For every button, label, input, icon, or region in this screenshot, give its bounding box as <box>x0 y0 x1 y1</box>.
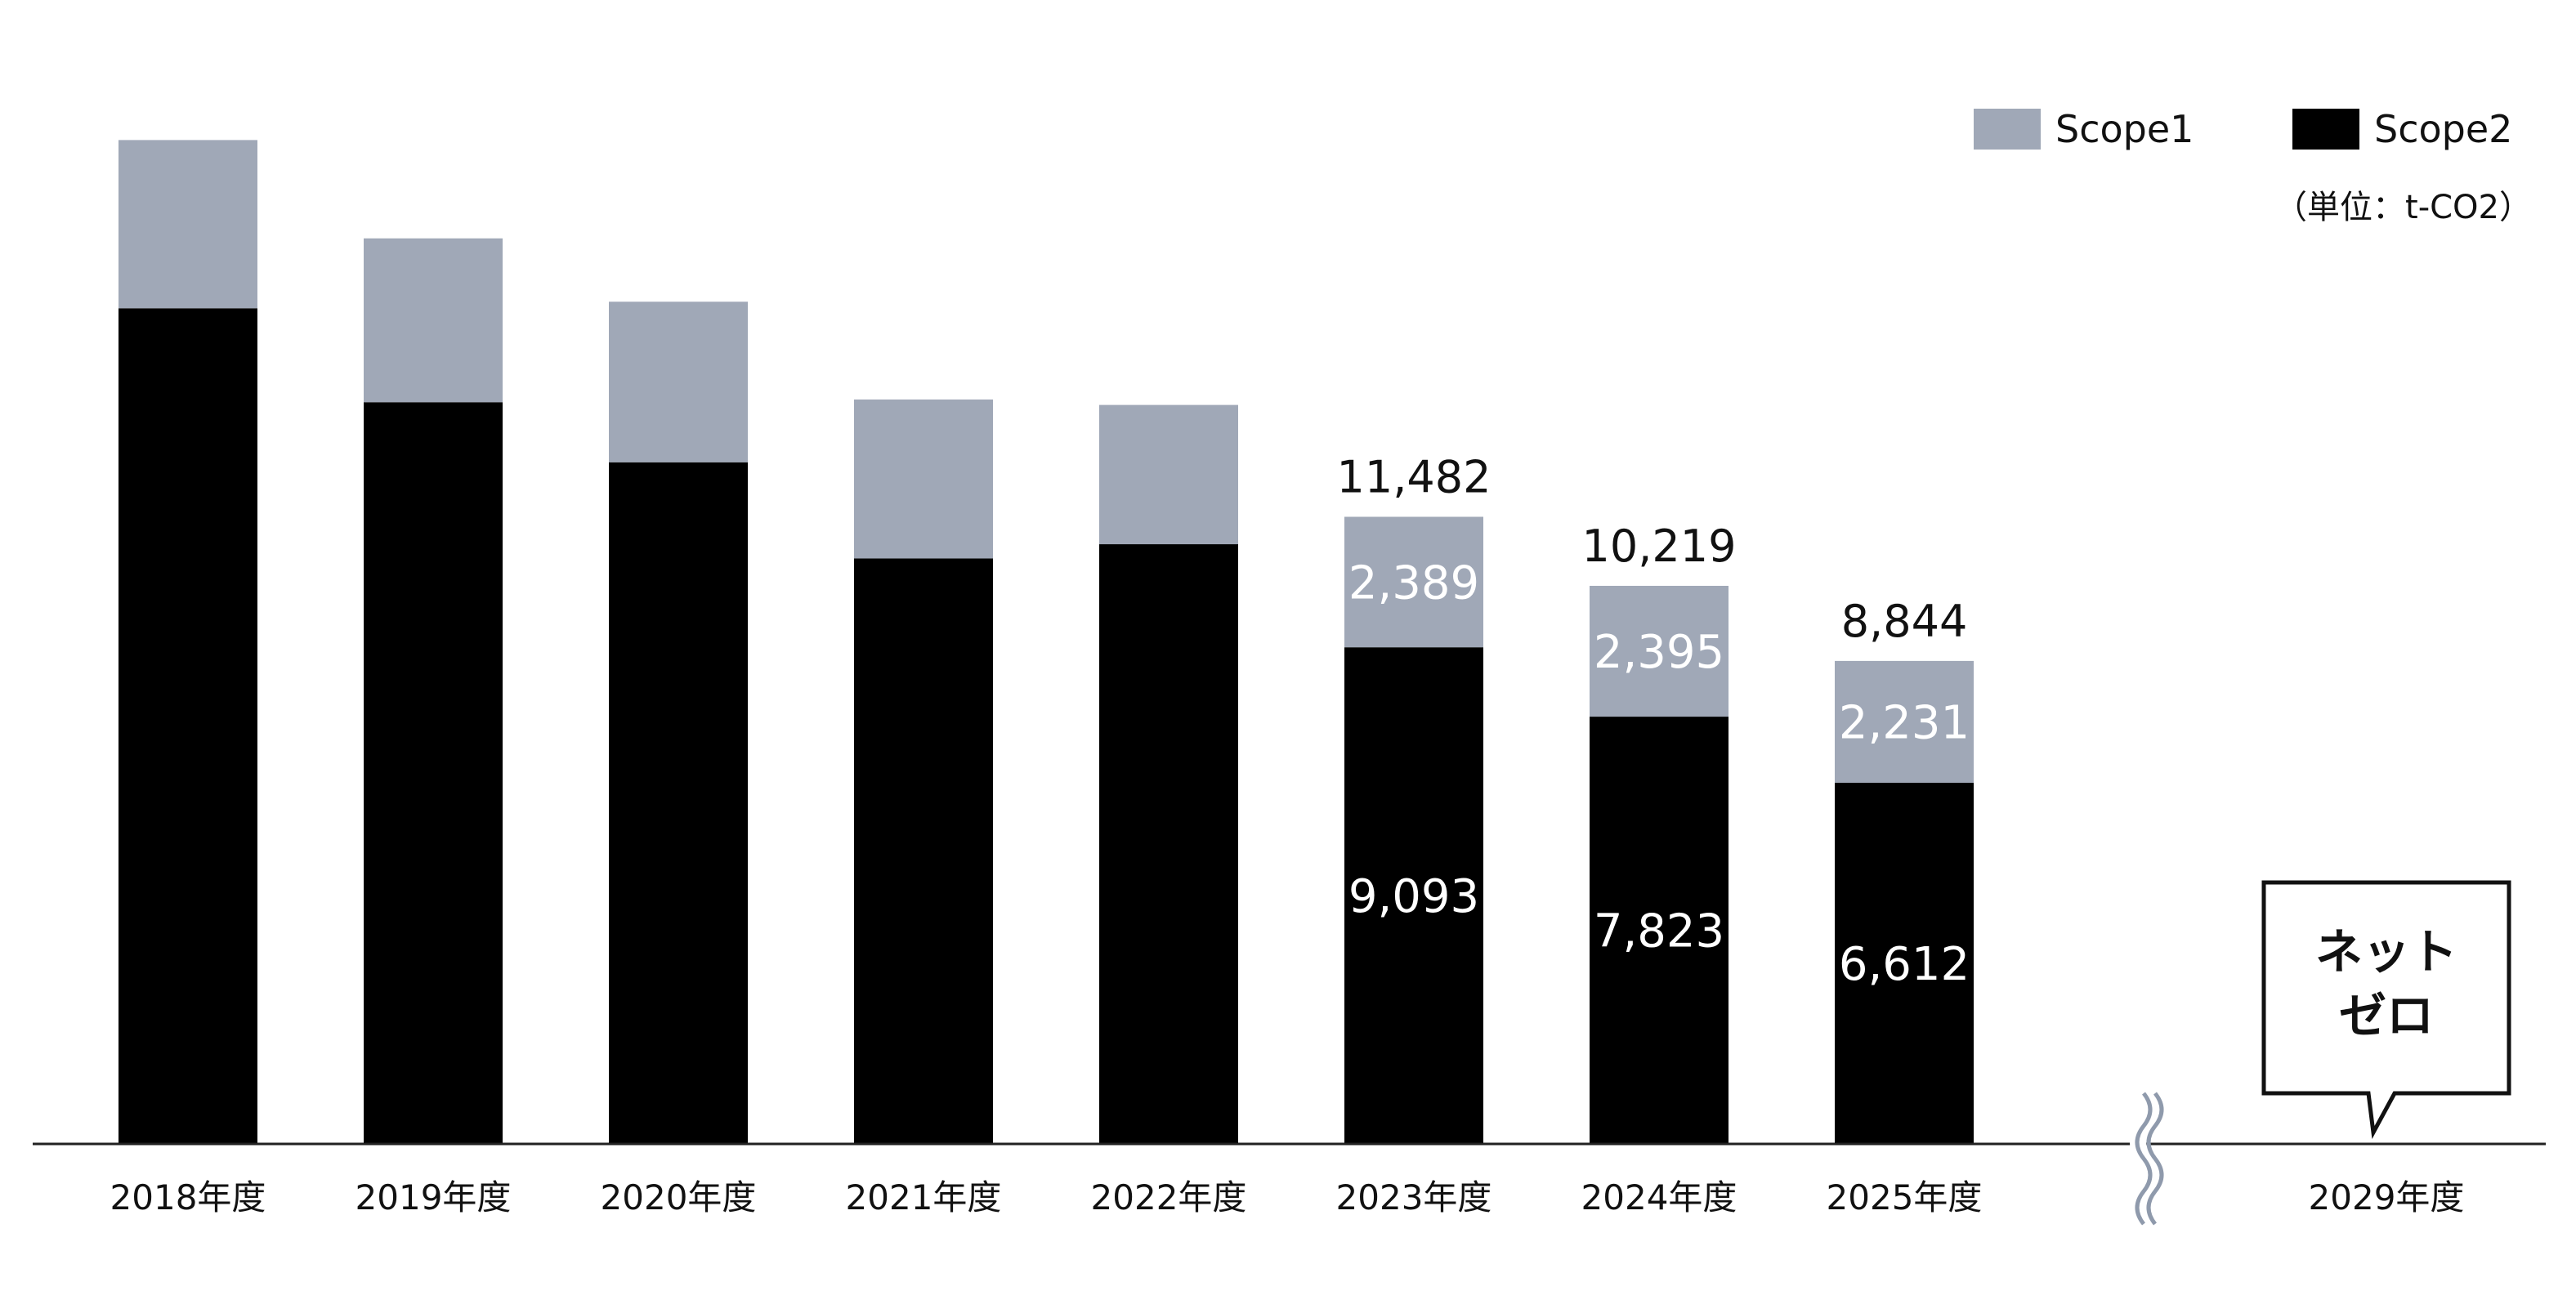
legend-swatch-scope2 <box>2292 109 2359 150</box>
data-label-scope1: 2,389 <box>1348 556 1479 610</box>
bar-scope1 <box>1590 585 1729 717</box>
bars-layer <box>119 140 1974 1145</box>
bar-scope1 <box>364 238 503 403</box>
x-tick-label: 2023年度 <box>1336 1177 1492 1217</box>
data-label-scope1: 2,231 <box>1839 696 1970 749</box>
axis-break-line <box>2146 1092 2164 1226</box>
x-tick-label: 2025年度 <box>1827 1177 1983 1217</box>
x-tick-label: 2020年度 <box>601 1177 757 1217</box>
legend-swatch-scope1 <box>1974 109 2041 150</box>
legend-label-scope1: Scope1 <box>2055 107 2194 151</box>
bar-scope2 <box>609 462 748 1144</box>
bar-scope1 <box>609 302 748 462</box>
bar-scope1 <box>119 140 257 309</box>
x-tick-label: 2029年度 <box>2309 1177 2465 1217</box>
data-label-scope2: 9,093 <box>1348 870 1479 923</box>
x-tick-label: 2024年度 <box>1581 1177 1737 1217</box>
total-label: 11,482 <box>1337 451 1491 503</box>
x-axis: 2018年度 2019年度 2020年度 2021年度 2022年度 2023年度 2024… <box>33 1088 2546 1230</box>
legend: Scope1 Scope2 （単位：t-CO2） <box>1974 107 2532 226</box>
bar-scope1 <box>1344 516 1483 648</box>
bar-scope1 <box>1835 660 1974 784</box>
bar-scope2 <box>119 308 257 1145</box>
bar-scope2 <box>1344 647 1483 1144</box>
bar-scope2 <box>854 558 993 1144</box>
x-tick-label: 2022年度 <box>1091 1177 1247 1217</box>
axis-break-line <box>2135 1092 2153 1226</box>
bar-scope2 <box>1835 783 1974 1144</box>
legend-label-scope2: Scope2 <box>2374 107 2512 151</box>
callout-text: ゼロ <box>2339 988 2434 1043</box>
x-tick-label: 2021年度 <box>846 1177 1002 1217</box>
data-label-scope2: 6,612 <box>1839 938 1970 991</box>
bar-scope2 <box>1590 717 1729 1144</box>
bar-scope1 <box>1099 404 1238 545</box>
total-label: 8,844 <box>1841 596 1968 647</box>
unit-label: （単位：t-CO2） <box>2274 189 2532 226</box>
x-tick-label: 2018年度 <box>110 1177 266 1217</box>
total-label: 10,219 <box>1582 520 1737 572</box>
callout-box <box>2261 880 2511 1140</box>
bar-scope2 <box>364 402 503 1145</box>
data-label-scope1: 2,395 <box>1594 626 1724 679</box>
data-label-scope2: 7,823 <box>1594 905 1724 958</box>
bar-scope2 <box>1099 544 1238 1144</box>
x-tick-label: 2019年度 <box>356 1177 512 1217</box>
labels-layer: 9,093 2,389 11,482 7,823 2,395 10,219 6,612 2,2… <box>1337 451 1970 991</box>
bar-scope1 <box>854 399 993 559</box>
callout-text: ネット <box>2315 924 2457 980</box>
